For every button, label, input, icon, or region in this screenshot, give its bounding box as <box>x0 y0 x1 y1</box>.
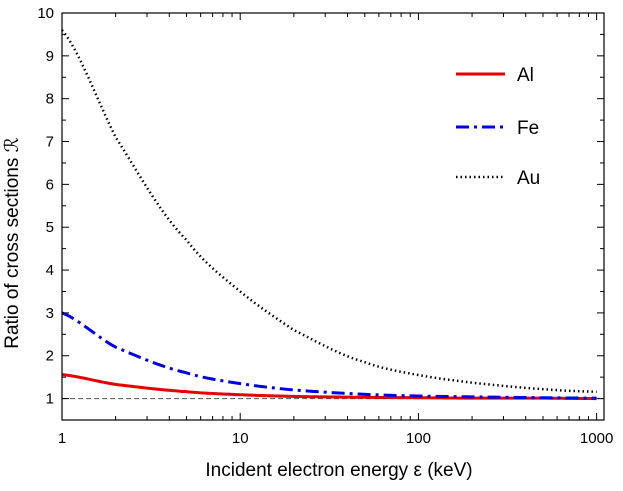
series-line-au <box>61 29 597 393</box>
series-line-fe <box>61 311 597 400</box>
y-tick-label: 9 <box>46 48 54 65</box>
y-tick-label: 8 <box>46 91 54 108</box>
y-tick-label: 10 <box>37 5 54 22</box>
x-tick-label: 1 <box>58 430 66 447</box>
y-tick-label: 6 <box>46 176 54 193</box>
y-tick-label: 3 <box>46 305 54 322</box>
y-tick-label: 2 <box>46 348 54 365</box>
legend: Al Fe Au <box>456 65 540 189</box>
legend-label-au: Au <box>517 168 540 189</box>
y-tick-label: 5 <box>46 219 54 236</box>
axes: 1 2 3 4 5 6 7 8 9 10 1 10 100 1000 <box>37 5 613 447</box>
legend-label-al: Al <box>517 65 534 86</box>
legend-label-fe: Fe <box>517 118 539 139</box>
x-tick-label: 1000 <box>580 430 613 447</box>
y-tick-label: 4 <box>46 262 54 279</box>
y-axis-title: Ratio of cross sections ℛ <box>2 137 23 349</box>
x-axis-title: Incident electron energy ε (keV) <box>205 460 472 481</box>
y-tick-label: 7 <box>46 134 54 151</box>
plot-frame <box>61 12 605 421</box>
y-tick-label: 1 <box>46 391 54 408</box>
plot-area <box>61 29 604 401</box>
x-tick-label: 10 <box>232 430 249 447</box>
x-tick-label: 100 <box>406 430 431 447</box>
